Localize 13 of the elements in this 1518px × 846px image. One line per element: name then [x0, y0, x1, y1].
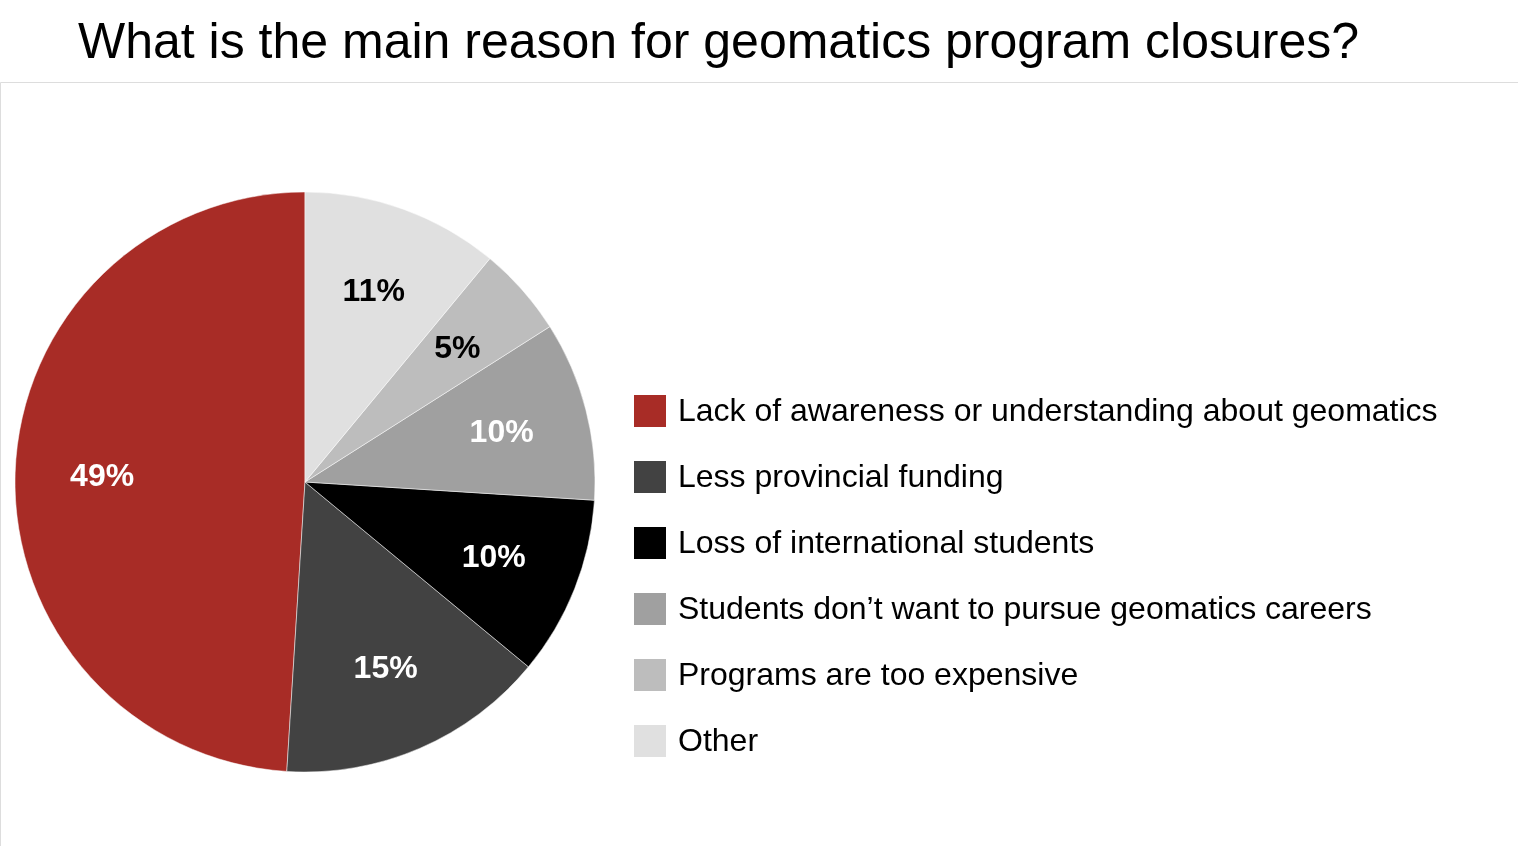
data-label: 10%	[469, 412, 534, 449]
legend-label: Lack of awareness or understanding about geomatics	[678, 392, 1438, 428]
legend-label: Loss of international students	[678, 524, 1095, 560]
legend-label: Students don’t want to pursue geomatics careers	[678, 590, 1372, 626]
legend-label: Programs are too expensive	[678, 656, 1079, 692]
data-label: 49%	[70, 456, 135, 493]
data-label: 10%	[461, 537, 526, 574]
data-label: 11%	[342, 272, 405, 308]
chart-title: What is the main reason for geomatics program closures?	[78, 13, 1360, 69]
legend-label: Less provincial funding	[678, 458, 1004, 494]
data-label: 5%	[434, 328, 481, 365]
legend-label: Other	[678, 722, 759, 758]
data-label: 15%	[353, 649, 418, 686]
